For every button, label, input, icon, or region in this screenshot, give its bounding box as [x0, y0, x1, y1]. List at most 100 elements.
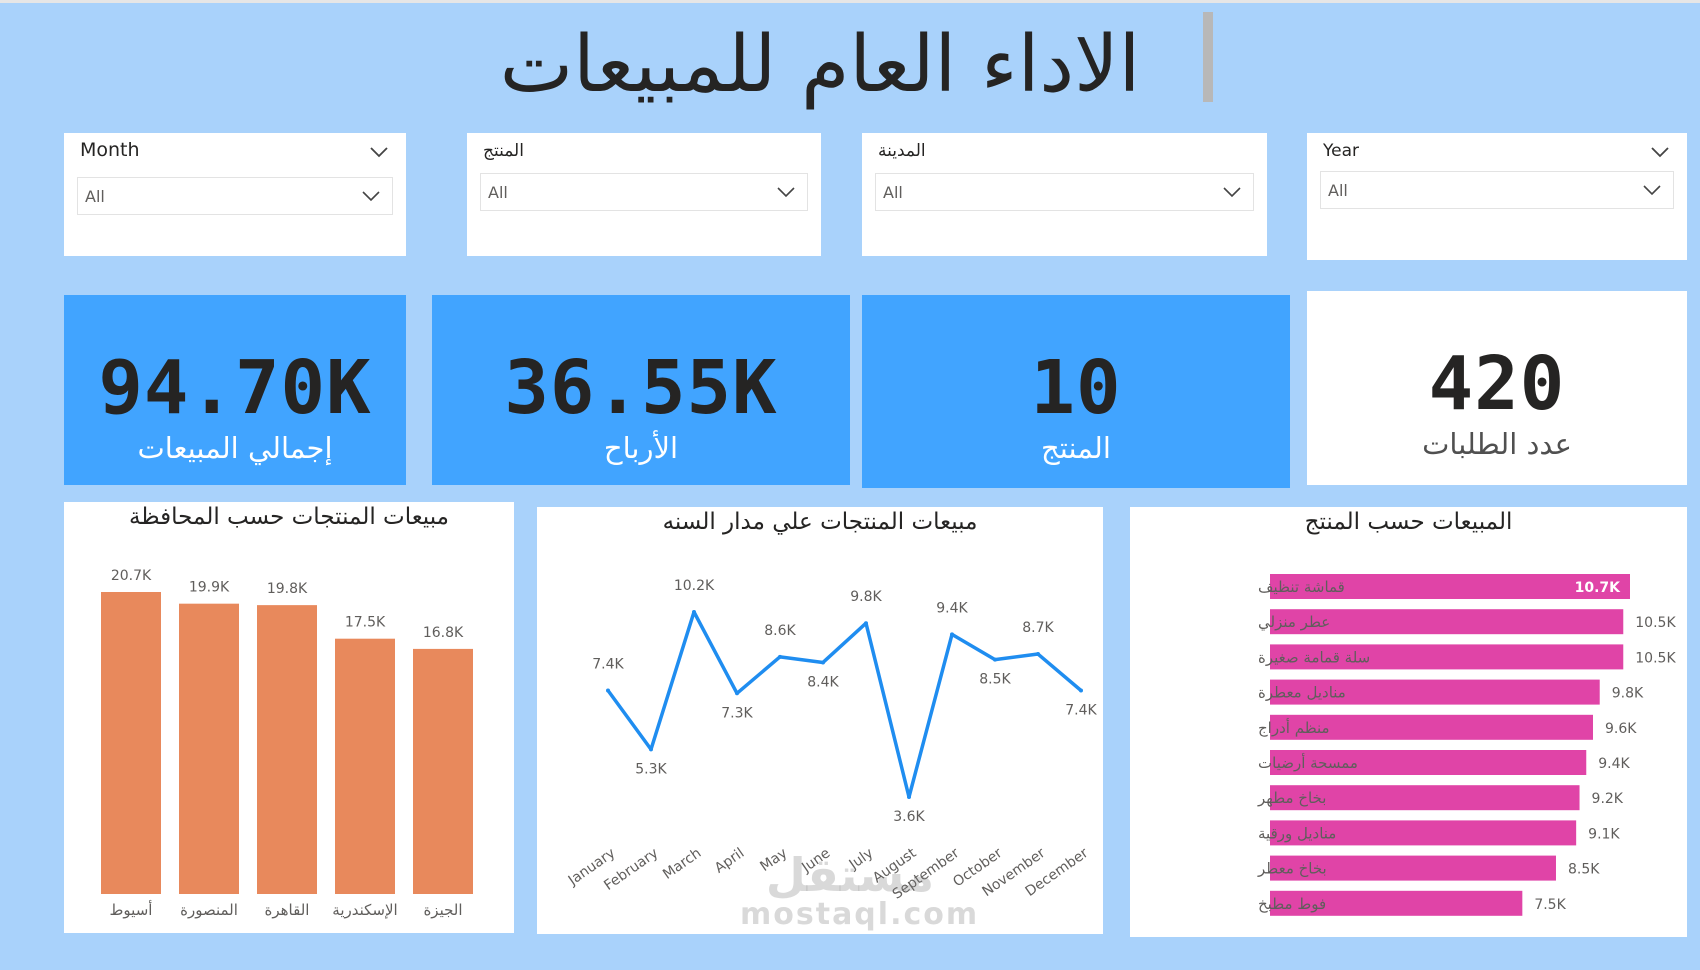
chevron-down-icon: [777, 187, 795, 198]
data-label: 10.2K: [674, 578, 715, 594]
data-point: [1036, 652, 1040, 657]
month-dropdown[interactable]: All: [77, 177, 393, 215]
data-label: 9.8K: [1612, 686, 1644, 702]
month-label: July: [846, 845, 877, 873]
data-point: [778, 654, 782, 659]
category-label: ممسحة أرضيات: [1258, 753, 1358, 772]
category-label: مناديل معطرة: [1258, 684, 1346, 702]
data-label: 9.2K: [1592, 791, 1624, 807]
category-label: الإسكندرية: [332, 901, 397, 919]
month-label: June: [798, 845, 833, 876]
page-title: الاداء العام للمبيعات: [499, 20, 1141, 110]
data-point: [606, 688, 610, 693]
chevron-down-icon: [1223, 187, 1241, 198]
category-label: بخاخ مطهر: [1257, 789, 1326, 807]
kpi-orders-label: عدد الطلبات: [1422, 427, 1572, 461]
monthly-line-chart: 7.4KJanuary5.3KFebruary10.2KMarch7.3KApr…: [565, 578, 1098, 903]
kpi-profit: 36.55K الأرباح: [432, 295, 850, 485]
data-label: 9.1K: [1588, 826, 1620, 842]
chevron-down-icon: [362, 191, 380, 202]
city-dropdown[interactable]: All: [875, 173, 1254, 211]
data-label: 16.8K: [423, 625, 464, 641]
year-dropdown[interactable]: All: [1320, 171, 1674, 209]
data-point: [864, 621, 868, 626]
kpi-total-sales: 94.70K إجمالي المبيعات: [64, 295, 406, 485]
data-label: 9.4K: [936, 600, 968, 616]
month-label: May: [757, 845, 790, 875]
bar: [1270, 574, 1630, 599]
bar: [1270, 644, 1624, 670]
category-label: المنصورة: [180, 901, 238, 919]
kpi-total-sales-value: 94.70K: [98, 345, 372, 431]
product-slicer[interactable]: المنتج All: [467, 133, 821, 256]
category-label: مناديل ورقية: [1258, 824, 1336, 842]
category-label: بخاخ معطر: [1257, 860, 1327, 878]
product-chart-title: المبيعات حسب المنتج: [1304, 509, 1513, 535]
bar: [1270, 820, 1577, 846]
data-label: 10.5K: [1635, 615, 1676, 631]
data-label: 8.5K: [1568, 862, 1600, 878]
bar: [257, 605, 317, 894]
data-point: [993, 657, 997, 662]
product-slicer-label: المنتج: [483, 141, 524, 161]
governorate-chart-title: مبيعات المنتجات حسب المحافظة: [128, 504, 450, 530]
kpi-profit-value: 36.55K: [504, 345, 778, 431]
month-label: April: [712, 845, 747, 876]
month-slicer[interactable]: Month All: [64, 133, 406, 256]
bar: [413, 648, 473, 894]
data-label: 19.9K: [189, 580, 230, 596]
city-slicer[interactable]: المدينة All: [862, 133, 1267, 256]
bar: [335, 638, 395, 894]
product-bar-chart: قماشة تنظيف 10.7K عطر منزلي 10.5K سلة قمامة …: [1257, 574, 1676, 916]
data-label: 19.8K: [267, 581, 308, 597]
monthly-sales-panel: مبيعات المنتجات علي مدار السنه 7.4K Janua…: [537, 507, 1103, 934]
data-label: 10.5K: [1635, 650, 1676, 666]
category-label: منظم أدراج: [1258, 718, 1330, 738]
title-accent-bar: [1203, 12, 1213, 102]
category-label: الجيزة: [423, 901, 462, 919]
city-slicer-label: المدينة: [878, 141, 926, 161]
governorate-sales-panel: مبيعات المنتجات حسب المحافظة 20.7K أسيوط 1…: [64, 502, 514, 933]
data-label: 7.5K: [1534, 897, 1566, 913]
city-dropdown-value: All: [883, 183, 903, 202]
month-dropdown-value: All: [85, 187, 105, 206]
category-label: القاهرة: [265, 901, 310, 919]
data-label: 7.3K: [721, 705, 753, 721]
data-label: 9.6K: [1605, 721, 1637, 737]
year-slicer-label: Year: [1323, 141, 1359, 161]
data-label: 20.7K: [111, 568, 152, 584]
data-point: [692, 610, 696, 614]
category-label: سلة قمامة صغيرة: [1258, 648, 1370, 666]
data-point: [735, 691, 739, 696]
bar: [1270, 609, 1624, 635]
data-label: 3.6K: [893, 809, 925, 825]
product-dropdown[interactable]: All: [480, 173, 808, 211]
data-point: [907, 795, 911, 799]
data-label: 8.4K: [807, 674, 839, 690]
chevron-down-icon[interactable]: [1649, 141, 1671, 163]
category-label: فوط مطبخ: [1258, 895, 1326, 913]
monthly-chart-title: مبيعات المنتجات علي مدار السنه: [662, 509, 978, 535]
data-label: 5.3K: [635, 761, 667, 777]
bar: [179, 603, 239, 894]
category-label: أسيوط: [110, 900, 153, 919]
kpi-total-sales-label: إجمالي المبيعات: [137, 431, 333, 465]
kpi-products: 10 المنتج: [862, 295, 1290, 488]
data-label: 10.7K: [1575, 580, 1622, 596]
chevron-down-icon[interactable]: [368, 141, 390, 163]
bar: [1270, 785, 1580, 811]
kpi-orders-value: 420: [1428, 341, 1566, 427]
kpi-profit-label: الأرباح: [603, 431, 679, 465]
data-label: 8.6K: [764, 623, 796, 639]
month-slicer-label: Month: [80, 139, 140, 161]
category-label: عطر منزلي: [1258, 613, 1330, 632]
data-label: 9.8K: [850, 589, 882, 605]
kpi-products-value: 10: [1030, 345, 1122, 431]
bar: [101, 592, 161, 894]
series-line: [606, 610, 1083, 799]
data-label: 7.4K: [1065, 702, 1097, 718]
data-label: 17.5K: [345, 615, 386, 631]
year-slicer[interactable]: Year All: [1307, 133, 1687, 260]
kpi-products-label: المنتج: [1041, 431, 1111, 465]
data-label: 9.4K: [1598, 756, 1630, 772]
